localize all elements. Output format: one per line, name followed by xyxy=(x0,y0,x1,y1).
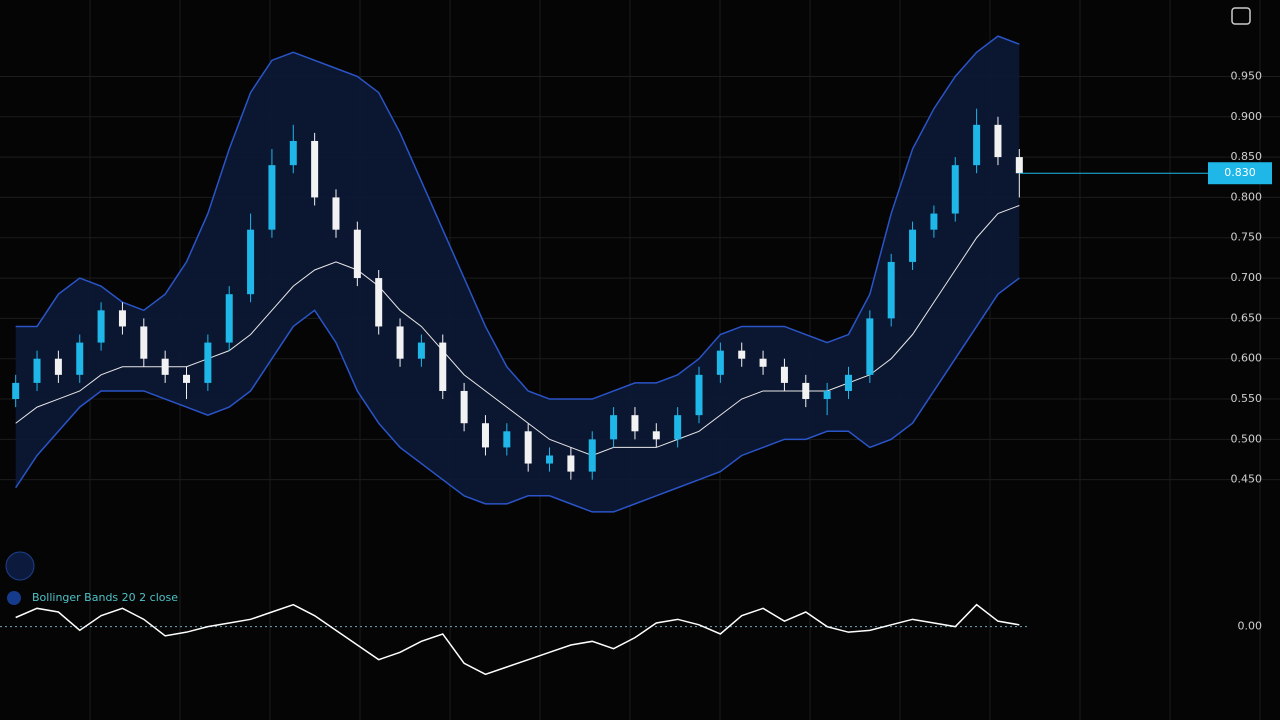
toolbar-icon[interactable] xyxy=(1231,7,1251,25)
candle-body xyxy=(183,374,191,383)
y-tick-label: 0.600 xyxy=(1231,352,1263,365)
candle-body xyxy=(674,415,682,440)
candle-body xyxy=(695,374,703,416)
candle-body xyxy=(353,229,361,279)
candle-body xyxy=(802,382,810,400)
y-tick-label: 0.900 xyxy=(1231,110,1263,123)
candle-body xyxy=(951,165,959,214)
candle-body xyxy=(844,374,852,391)
candle-body xyxy=(118,310,126,327)
y-tick-label: 0.700 xyxy=(1231,271,1263,284)
y-tick-label: 0.450 xyxy=(1231,473,1263,486)
candle-body xyxy=(866,318,874,375)
candle-body xyxy=(887,261,895,319)
candle-body xyxy=(588,439,596,472)
candle-body xyxy=(481,423,489,448)
candle-body xyxy=(460,390,468,424)
candle-body xyxy=(546,455,554,464)
candle-body xyxy=(311,140,319,198)
candle-body xyxy=(994,124,1002,158)
indicator-dot[interactable] xyxy=(7,591,21,605)
candle-body xyxy=(247,229,255,295)
candle-body xyxy=(503,431,511,448)
y-tick-label: 0.500 xyxy=(1231,432,1263,445)
band-fill xyxy=(15,36,1020,512)
candle-body xyxy=(567,455,575,472)
candle-body xyxy=(909,229,917,262)
candle-body xyxy=(652,431,660,440)
candle-body xyxy=(1015,157,1023,174)
candle-body xyxy=(738,350,746,359)
candle-body xyxy=(396,326,404,359)
y-tick-label: 0.650 xyxy=(1231,311,1263,324)
candle-body xyxy=(268,165,276,230)
candle-body xyxy=(610,415,618,440)
candle-body xyxy=(289,140,297,166)
candle-body xyxy=(33,358,41,383)
candle-body xyxy=(780,366,788,383)
candle-body xyxy=(823,390,831,400)
candle-body xyxy=(76,342,84,375)
candle-body xyxy=(204,342,212,383)
candle-body xyxy=(12,382,20,400)
candle-body xyxy=(973,124,981,166)
candle-body xyxy=(930,213,938,230)
last-price-label: 0.830 xyxy=(1224,166,1256,179)
candle-body xyxy=(225,294,233,343)
y-tick-label: 0.750 xyxy=(1231,231,1263,244)
legend-text: Bollinger Bands 20 2 close xyxy=(32,591,178,604)
y-tick-label: 0.550 xyxy=(1231,392,1263,405)
y-tick-label: 0.850 xyxy=(1231,150,1263,163)
candle-body xyxy=(631,415,639,432)
middle-band xyxy=(15,205,1020,457)
candle-body xyxy=(54,358,62,375)
candle-body xyxy=(524,431,532,464)
y-tick-label: 0.800 xyxy=(1231,190,1263,203)
candle-body xyxy=(332,197,340,230)
icon[interactable] xyxy=(1231,7,1251,25)
candle-body xyxy=(439,342,447,391)
y-tick-label: 0.950 xyxy=(1231,69,1263,82)
oscillator-line xyxy=(15,603,1020,676)
candle-body xyxy=(716,350,724,375)
candle-body xyxy=(375,278,383,327)
lower-band xyxy=(15,277,1020,513)
candle-body xyxy=(140,326,148,359)
candle-body xyxy=(161,358,169,375)
indicator-icon[interactable] xyxy=(5,551,35,581)
upper-band xyxy=(15,35,1020,400)
candle-body xyxy=(417,342,425,359)
oscillator-tick-label: 0.00 xyxy=(1238,620,1263,633)
last-price-box xyxy=(1208,162,1272,185)
candle-body xyxy=(759,358,767,367)
candle-body xyxy=(97,310,105,343)
